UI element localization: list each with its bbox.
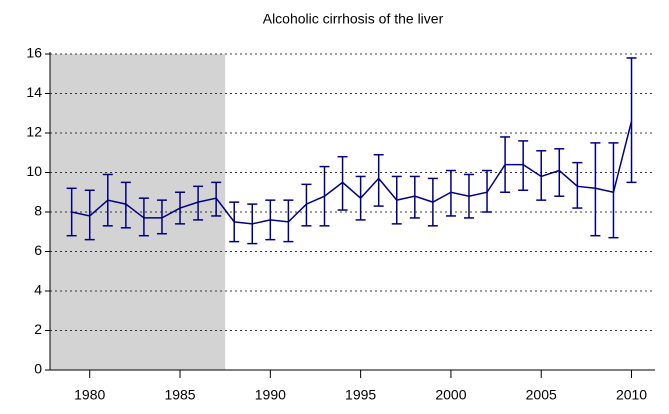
y-tick-label: 14 xyxy=(26,84,42,100)
x-tick-label: 1980 xyxy=(74,387,105,403)
y-tick-label: 4 xyxy=(34,282,42,298)
error-bar xyxy=(554,148,565,197)
error-bar xyxy=(120,181,131,229)
y-tick-label: 0 xyxy=(34,361,42,377)
error-bar xyxy=(156,199,167,235)
x-tick-label: 2000 xyxy=(435,387,466,403)
error-bar xyxy=(373,153,384,207)
y-tick-label: 2 xyxy=(34,321,42,337)
error-bar xyxy=(138,197,149,237)
y-tick-label: 12 xyxy=(26,124,42,140)
x-tick-label: 1990 xyxy=(255,387,286,403)
series-line xyxy=(71,120,633,225)
y-tick-label: 8 xyxy=(34,203,42,219)
y-tick-label: 6 xyxy=(34,242,42,258)
error-bar xyxy=(626,57,637,184)
x-tick-label: 2010 xyxy=(616,387,647,403)
y-tick-label: 16 xyxy=(26,45,42,61)
y-tick-label: 10 xyxy=(26,163,42,179)
error-bar xyxy=(518,140,529,192)
error-bar xyxy=(193,185,204,221)
error-bar xyxy=(409,175,420,219)
x-tick-label: 1985 xyxy=(164,387,195,403)
x-tick-label: 2005 xyxy=(526,387,557,403)
error-bar xyxy=(445,169,456,217)
error-bar xyxy=(590,142,601,237)
x-tick-label: 1995 xyxy=(345,387,376,403)
chart-title: Alcoholic cirrhosis of the liver xyxy=(263,11,444,27)
error-bar xyxy=(536,150,547,201)
